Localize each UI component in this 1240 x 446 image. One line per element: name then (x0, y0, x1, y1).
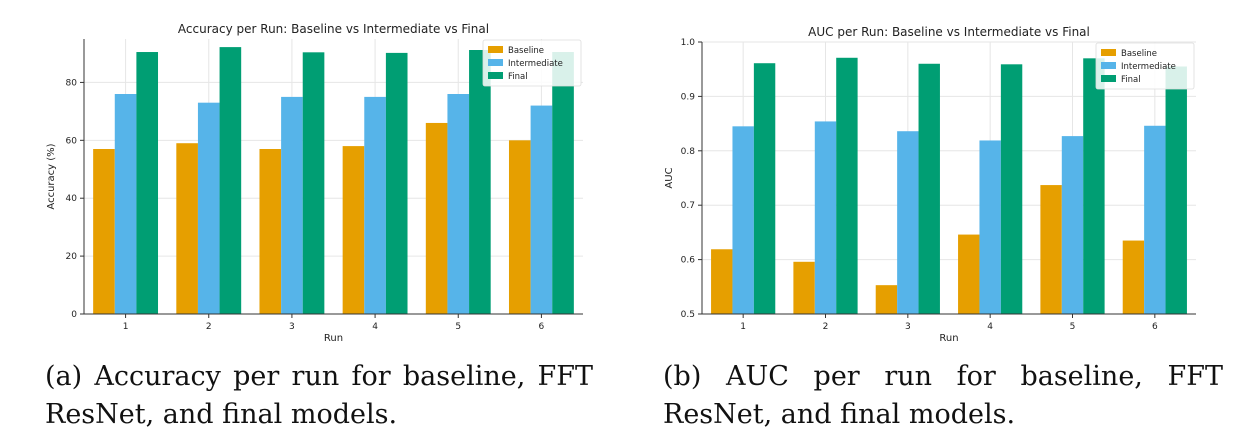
legend-swatch-baseline (488, 46, 503, 53)
bar-final-run-3 (918, 63, 940, 315)
legend-swatch-final (1101, 75, 1116, 82)
bar-intermediate-run-4 (979, 140, 1001, 314)
bar-final-run-1 (753, 63, 776, 314)
bar-intermediate-run-2 (197, 102, 220, 315)
bar-baseline-run-5 (1040, 185, 1062, 314)
y-axis-label: Accuracy (%) (46, 143, 57, 209)
bar-intermediate-run-6 (1144, 125, 1166, 314)
x-tick-label: 5 (455, 322, 461, 332)
bar-intermediate-run-6 (530, 105, 553, 314)
bar-intermediate-run-5 (447, 94, 470, 314)
bar-baseline-run-6 (1122, 240, 1145, 314)
bar-intermediate-run-1 (114, 94, 137, 314)
x-tick-label: 3 (289, 322, 295, 332)
bar-baseline-run-4 (342, 146, 365, 314)
y-tick-label: 1.0 (681, 38, 696, 48)
y-tick-label: 0.6 (681, 256, 696, 266)
y-tick-label: 0 (71, 310, 77, 320)
x-tick-label: 2 (206, 322, 212, 332)
accuracy-chart: 0 20 40 60 80 1 2 3 4 5 6 Accuracy per Run: Baselin… (46, 22, 583, 344)
x-axis-label: Run (939, 333, 958, 344)
bar-final-run-1 (136, 52, 159, 315)
bar-baseline-run-3 (259, 149, 282, 314)
bar-final-run-5 (1083, 58, 1105, 314)
y-tick-label: 40 (66, 194, 78, 204)
x-tick-label: 1 (740, 322, 746, 332)
legend-label-final: Final (508, 72, 528, 82)
bar-intermediate-run-2 (814, 121, 837, 314)
bar-final-run-3 (302, 52, 325, 314)
bar-intermediate-run-5 (1061, 136, 1084, 314)
auc-caption: (b) AUC per run for baseline, FFT ResNet… (663, 361, 1223, 430)
bar-intermediate-run-3 (281, 96, 303, 314)
legend-label-intermediate: Intermediate (1121, 62, 1176, 72)
legend-swatch-intermediate (488, 59, 503, 66)
accuracy-panel: 0 20 40 60 80 1 2 3 4 5 6 Accuracy per Run: Baselin… (45, 22, 593, 430)
x-tick-label: 4 (987, 322, 993, 332)
bar-baseline-run-3 (875, 285, 898, 314)
y-tick-label: 0.9 (681, 92, 696, 102)
y-tick-label: 20 (66, 252, 78, 262)
legend-swatch-final (488, 72, 503, 79)
bar-intermediate-run-4 (364, 96, 386, 314)
y-axis-label: AUC (664, 167, 675, 188)
bar-final-run-5 (469, 50, 491, 314)
legend-swatch-baseline (1101, 49, 1116, 56)
bar-baseline-run-1 (93, 149, 115, 314)
y-tick-label: 80 (66, 78, 78, 88)
auc-panel: 0.5 0.6 0.7 0.8 0.9 1.0 1 2 3 4 5 6 AUC per Run: Bas… (620, 0, 1240, 446)
bar-baseline-run-2 (793, 261, 815, 314)
bar-baseline-run-2 (176, 143, 198, 314)
chart-title: Accuracy per Run: Baseline vs Intermedia… (178, 22, 489, 36)
bar-intermediate-run-1 (732, 126, 754, 314)
bar-baseline-run-1 (711, 249, 733, 314)
auc-chart: 0.5 0.6 0.7 0.8 0.9 1.0 1 2 3 4 5 6 AUC per Run: Bas… (664, 25, 1196, 344)
bar-intermediate-run-3 (897, 131, 919, 314)
x-tick-label: 2 (823, 322, 829, 332)
legend-label-baseline: Baseline (508, 46, 544, 56)
accuracy-caption: (a) Accuracy per run for baseline, FFT R… (45, 361, 593, 430)
legend-swatch-intermediate (1101, 62, 1116, 69)
y-tick-label: 60 (66, 136, 78, 146)
bar-final-run-4 (385, 52, 408, 314)
y-tick-label: 0.5 (681, 310, 695, 320)
x-tick-label: 1 (123, 322, 129, 332)
chart-title: AUC per Run: Baseline vs Intermediate vs… (808, 25, 1090, 39)
y-tick-label: 0.8 (681, 147, 696, 157)
legend-label-baseline: Baseline (1121, 49, 1157, 59)
legend-label-intermediate: Intermediate (508, 59, 563, 69)
legend-box (482, 39, 582, 87)
bar-baseline-run-5 (425, 122, 448, 315)
x-tick-label: 3 (905, 322, 911, 332)
x-tick-label: 5 (1070, 322, 1076, 332)
x-tick-label: 4 (372, 322, 378, 332)
y-tick-label: 0.7 (681, 201, 695, 211)
bar-final-run-6 (552, 52, 574, 315)
bar-final-run-4 (1000, 64, 1023, 314)
x-tick-label: 6 (539, 322, 545, 332)
bar-final-run-6 (1165, 66, 1187, 314)
bar-baseline-run-6 (508, 140, 531, 314)
legend-label-final: Final (1121, 75, 1141, 85)
bar-final-run-2 (836, 57, 858, 314)
bar-final-run-2 (219, 47, 242, 315)
x-tick-label: 6 (1152, 322, 1158, 332)
bar-baseline-run-4 (958, 234, 980, 314)
x-axis-label: Run (324, 333, 343, 344)
legend-box (1095, 42, 1195, 90)
